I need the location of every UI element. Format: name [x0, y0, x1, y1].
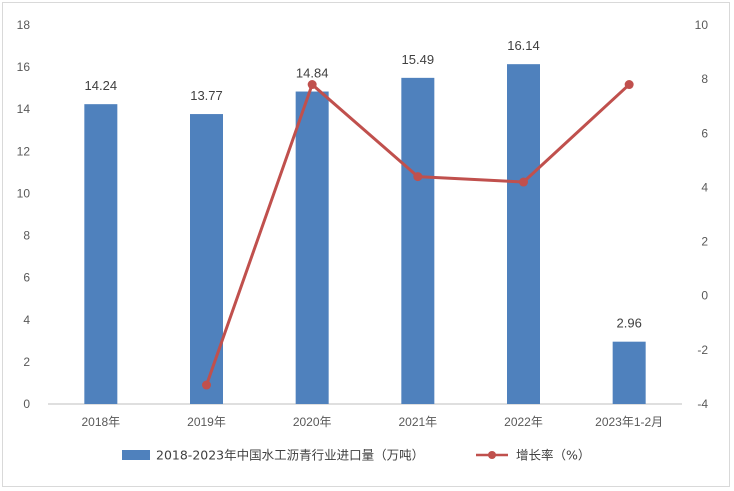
legend-line-marker [488, 451, 496, 459]
legend-line-label: 增长率（%） [516, 448, 590, 463]
growth-point [202, 380, 211, 390]
bar [612, 341, 646, 404]
legend-bar-swatch [122, 450, 150, 460]
right-tick-label: 10 [695, 18, 709, 32]
chart-frame [2, 2, 730, 487]
left-tick-label: 18 [17, 18, 31, 32]
right-tick-label: -2 [697, 343, 708, 357]
growth-point [519, 177, 528, 187]
right-tick-label: 2 [701, 235, 708, 249]
left-tick-label: 14 [17, 102, 31, 116]
line-series [202, 80, 634, 390]
bar-value-label: 16.14 [507, 38, 540, 53]
category-labels: 2018年 2019年 2020年 2021年 2022年 2023年1-2月 [81, 415, 663, 429]
category-label: 2019年 [187, 415, 226, 429]
legend-bar-label: 2018-2023年中国水工沥青行业进口量（万吨） [156, 448, 424, 463]
category-label: 2018年 [81, 415, 120, 429]
growth-point [307, 80, 317, 90]
bar-value-label: 14.84 [296, 66, 329, 81]
bar-value-label: 13.77 [190, 88, 223, 103]
category-label: 2020年 [293, 415, 332, 429]
right-tick-label: 6 [701, 126, 708, 140]
left-tick-label: 12 [17, 144, 31, 158]
category-label: 2021年 [398, 415, 437, 429]
bar [190, 114, 223, 404]
right-tick-label: 0 [701, 289, 708, 303]
left-axis-ticks: 0 2 4 6 8 10 12 14 16 18 [17, 18, 31, 411]
category-label: 2022年 [504, 415, 543, 429]
right-tick-label: 8 [701, 72, 708, 86]
growth-point [624, 80, 634, 90]
bar [401, 77, 435, 405]
growth-point [413, 172, 423, 182]
bar-series [84, 64, 646, 405]
bar-data-labels: 14.24 13.77 14.84 15.49 16.14 2.96 [85, 38, 642, 331]
right-axis-ticks: -4 -2 0 2 4 6 8 10 [695, 18, 709, 411]
category-label: 2023年1-2月 [595, 415, 663, 429]
bar [295, 91, 329, 404]
right-tick-label: -4 [697, 397, 708, 411]
bar-value-label: 15.49 [402, 52, 435, 67]
left-tick-label: 2 [23, 355, 30, 369]
left-tick-label: 0 [23, 397, 30, 411]
left-tick-label: 16 [17, 60, 31, 74]
bar-value-label: 14.24 [85, 78, 118, 93]
legend: 2018-2023年中国水工沥青行业进口量（万吨） 增长率（%） [122, 448, 590, 463]
bar [84, 104, 118, 405]
right-tick-label: 4 [701, 180, 708, 194]
left-tick-label: 4 [23, 313, 30, 327]
bar [507, 64, 540, 404]
bar-value-label: 2.96 [617, 316, 642, 331]
left-tick-label: 8 [23, 229, 30, 243]
left-tick-label: 10 [17, 186, 31, 200]
left-tick-label: 6 [23, 271, 30, 285]
